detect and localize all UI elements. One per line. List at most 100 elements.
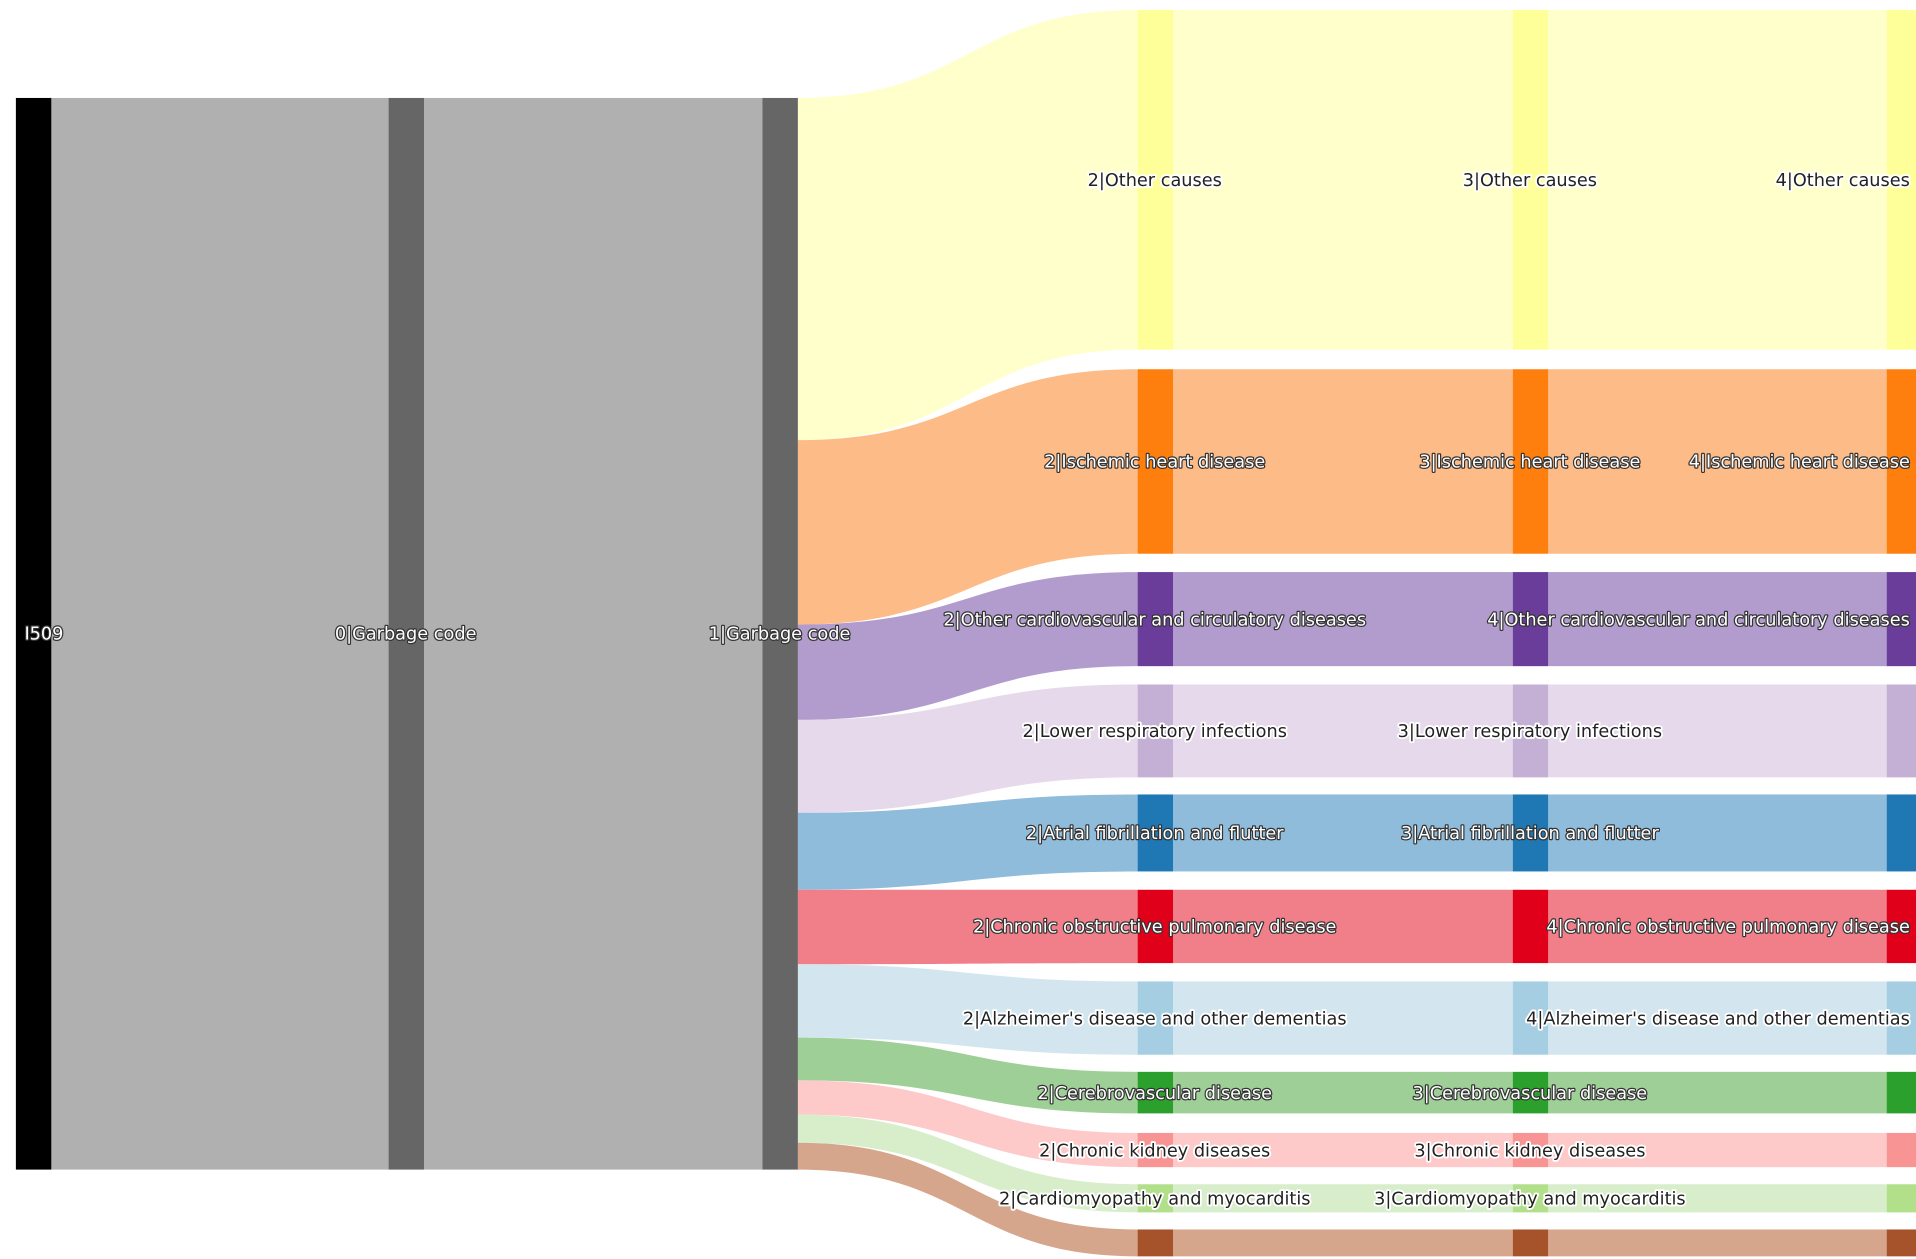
- flow: [797, 1142, 1138, 1257]
- node-label: 3|Cerebrovascular disease: [1413, 1084, 1648, 1104]
- node: [1886, 1132, 1916, 1168]
- node: [1137, 684, 1174, 778]
- node-label: I509: [24, 624, 63, 644]
- node-label: 2|Chronic kidney diseases: [1039, 1141, 1270, 1161]
- flow: [1173, 684, 1513, 778]
- node: [1886, 572, 1916, 667]
- flow: [797, 1114, 1138, 1213]
- node: [1512, 572, 1549, 667]
- node-label: 4|Ischemic heart disease: [1689, 453, 1910, 473]
- flow: [1173, 1071, 1513, 1114]
- node: [1886, 1071, 1916, 1114]
- flow: [1548, 1071, 1887, 1114]
- node-label: 2|Cerebrovascular disease: [1037, 1084, 1272, 1104]
- node: [1512, 794, 1549, 872]
- node-label: 4|Alzheimer's disease and other dementia…: [1526, 1009, 1910, 1029]
- node-label: 1|Garbage code: [709, 624, 851, 644]
- node-label: 2|Other causes: [1088, 171, 1222, 191]
- flow: [1548, 981, 1887, 1055]
- node-label: 2|Cardiomyopathy and myocarditis: [999, 1190, 1311, 1210]
- node-label: 3|Other causes: [1463, 171, 1597, 191]
- node-label: 3|Lower respiratory infections: [1398, 722, 1662, 742]
- node: [1137, 1229, 1174, 1257]
- node-label: 3|Ischemic heart disease: [1419, 453, 1640, 473]
- flow: [1548, 794, 1887, 872]
- flow: [1173, 9, 1513, 350]
- flow: [1548, 1132, 1887, 1168]
- flow: [1173, 981, 1513, 1055]
- flow: [797, 1037, 1138, 1114]
- flow: [1173, 1132, 1513, 1168]
- node: [1512, 369, 1549, 554]
- node: [1512, 1071, 1549, 1114]
- flow: [1548, 1184, 1887, 1213]
- node: [1512, 684, 1549, 778]
- node-label: 2|Alzheimer's disease and other dementia…: [963, 1009, 1347, 1029]
- node: [1886, 684, 1916, 778]
- node: [1886, 1229, 1916, 1257]
- flow: [1548, 369, 1887, 554]
- node: [1512, 1132, 1549, 1168]
- node-label: 2|Chronic obstructive pulmonary disease: [973, 918, 1336, 938]
- node: [1512, 889, 1549, 964]
- node: [1886, 889, 1916, 964]
- node: [1886, 981, 1916, 1055]
- flow: [1548, 889, 1887, 964]
- node: [1137, 794, 1174, 872]
- node: [1137, 1071, 1174, 1114]
- node: [15, 97, 52, 1170]
- node: [1512, 1184, 1549, 1213]
- node-label: 2|Atrial fibrillation and flutter: [1026, 824, 1284, 844]
- flow: [1173, 369, 1513, 554]
- flow: [1548, 684, 1887, 778]
- flow: [1548, 1229, 1887, 1257]
- flow: [797, 794, 1138, 890]
- flow: [797, 9, 1138, 441]
- flow: [797, 889, 1138, 965]
- labels: I509 0|Garbage code 1|Garbage code 2|Oth…: [23, 169, 1912, 1211]
- node-label: 3|Chronic kidney diseases: [1414, 1141, 1645, 1161]
- node: [1137, 369, 1174, 554]
- flow: [797, 369, 1138, 625]
- node-label: 2|Other cardiovascular and circulatory d…: [943, 610, 1366, 630]
- node: [1886, 369, 1916, 554]
- node: [1512, 981, 1549, 1055]
- node: [1137, 1184, 1174, 1213]
- flow: [797, 684, 1138, 813]
- node: [1137, 572, 1174, 667]
- node-label: 0|Garbage code: [335, 624, 477, 644]
- flow: [1173, 794, 1513, 872]
- node-label: 4|Chronic obstructive pulmonary disease: [1546, 918, 1910, 938]
- flow: [1173, 572, 1513, 667]
- flow: [424, 97, 763, 1170]
- flow: [1173, 1229, 1513, 1257]
- flow: [1173, 1184, 1513, 1213]
- node: [762, 97, 798, 1170]
- node-label: 3|Atrial fibrillation and flutter: [1401, 824, 1659, 844]
- flow: [797, 964, 1138, 1055]
- node: [1137, 889, 1174, 964]
- flow: [1173, 889, 1513, 964]
- node: [1137, 981, 1174, 1055]
- node-label: 2|Ischemic heart disease: [1044, 453, 1265, 473]
- bands: [797, 9, 1916, 1257]
- node: [1512, 1229, 1549, 1257]
- flow: [51, 97, 389, 1170]
- flow: [1548, 572, 1887, 667]
- node-label: 2|Lower respiratory infections: [1022, 722, 1286, 742]
- node-label: 4|Other cardiovascular and circulatory d…: [1487, 610, 1910, 630]
- node: [388, 97, 425, 1170]
- node-label: 3|Cardiomyopathy and myocarditis: [1374, 1190, 1686, 1210]
- node-label: 4|Other causes: [1776, 171, 1910, 191]
- node: [1886, 1184, 1916, 1213]
- flow: [797, 572, 1138, 720]
- node: [1886, 9, 1916, 350]
- node: [1512, 9, 1549, 350]
- flow: [1548, 9, 1887, 350]
- node: [1137, 1132, 1174, 1168]
- flow: [797, 1080, 1138, 1168]
- node: [1137, 9, 1174, 350]
